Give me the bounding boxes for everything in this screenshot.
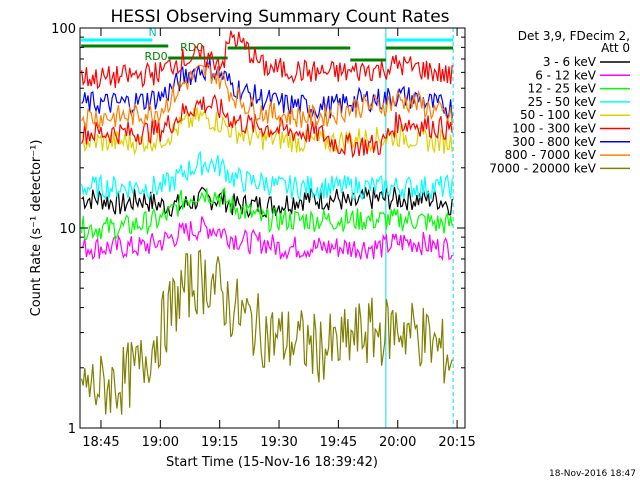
- series-line: [81, 150, 453, 201]
- legend-header-line1: Det 3,9, FDecim 2,: [518, 29, 630, 43]
- legend-label: 12 - 25 keV: [528, 82, 597, 96]
- y-axis-label: Count Rate (s⁻¹ detector⁻¹): [29, 140, 44, 317]
- x-tick-label: 20:15: [438, 435, 475, 450]
- legend-label: 100 - 300 keV: [512, 122, 596, 136]
- legend-label: 50 - 100 keV: [520, 108, 597, 122]
- rd0-annotation: N: [148, 26, 156, 39]
- series-line: [81, 30, 453, 90]
- x-tick-label: 19:15: [201, 435, 238, 450]
- plot-area: RD0 RD0 N: [79, 26, 454, 428]
- legend-label: 25 - 50 keV: [528, 95, 597, 109]
- x-tick-label: 19:45: [320, 435, 357, 450]
- y-tick-label: 10: [59, 222, 76, 237]
- legend-label: 6 - 12 keV: [535, 68, 597, 82]
- series-line: [81, 187, 453, 242]
- legend-label: 300 - 800 keV: [512, 135, 596, 149]
- y-tick-label: 1: [68, 422, 76, 437]
- series-line: [81, 249, 453, 415]
- axis-ticks: 18:45 19:00 19:15 19:30 19:45 20:00 20:15 1 10 10…: [51, 22, 476, 450]
- footer-timestamp: 18-Nov-2016 18:47: [549, 469, 636, 479]
- chart-title: HESSI Observing Summary Count Rates: [110, 7, 449, 27]
- x-tick-label: 19:30: [260, 435, 297, 450]
- legend-label: 3 - 6 keV: [543, 55, 597, 69]
- legend-header-line2: Att 0: [601, 41, 630, 55]
- x-tick-label: 18:45: [82, 435, 119, 450]
- series-line: [81, 63, 453, 131]
- y-tick-label: 100: [51, 22, 76, 37]
- x-tick-label: 19:00: [142, 435, 179, 450]
- rd0-annotation: RD0: [180, 41, 203, 54]
- series-line: [81, 216, 453, 262]
- legend-label: 800 - 7000 keV: [505, 148, 597, 162]
- legend-label: 7000 - 20000 keV: [489, 161, 596, 175]
- series-line: [81, 59, 453, 120]
- rd0-annotation: RD0: [144, 50, 167, 63]
- series-line: [81, 93, 453, 159]
- x-axis-label: Start Time (15-Nov-16 18:39:42): [166, 455, 378, 470]
- x-tick-label: 20:00: [379, 435, 416, 450]
